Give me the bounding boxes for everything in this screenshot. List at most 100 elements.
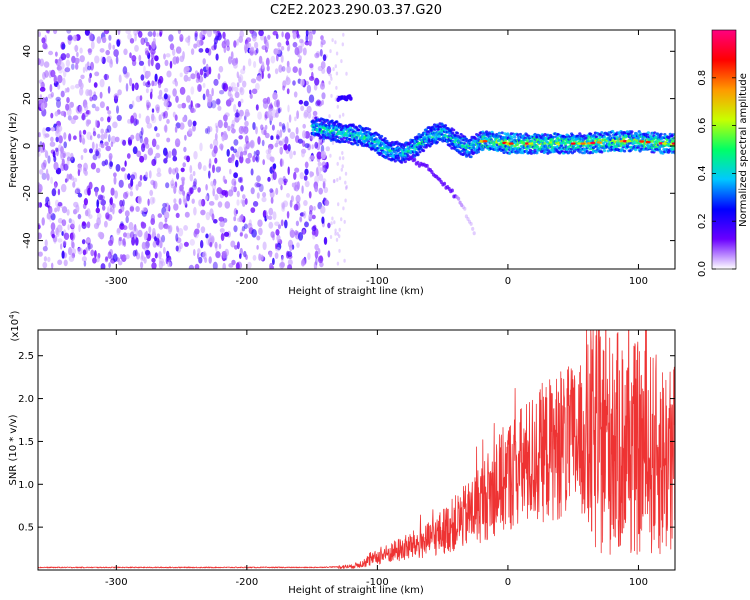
heatmap-noise-cell (112, 203, 116, 209)
heatmap-noise-cell (314, 243, 319, 251)
heatmap-noise-cell (139, 131, 143, 139)
heatmap-noise-cell (215, 251, 221, 259)
heatmap-noise-cell (89, 148, 93, 154)
heatmap-noise-cell (151, 138, 157, 148)
colorbar-tick-label: 0.0 (697, 261, 708, 277)
heatmap-signal-cell (342, 136, 346, 140)
heatmap-noise-cell (228, 56, 232, 65)
heatmap-noise-cell (64, 67, 71, 73)
heatmap-noise-cell (43, 61, 50, 68)
y-tick-label: 20 (22, 92, 33, 105)
heatmap-noise-cell (97, 194, 104, 201)
heatmap-noise-cell (115, 55, 119, 65)
heatmap-noise-cell (140, 37, 146, 45)
heatmap-noise-cell (52, 151, 56, 158)
heatmap-noise-cell (262, 159, 266, 166)
heatmap-noise-cell (45, 96, 48, 103)
heatmap-noise-cell (159, 240, 163, 249)
heatmap-noise-cell (184, 199, 187, 205)
heatmap-noise-cell (74, 83, 80, 89)
heatmap-noise-cell (134, 82, 139, 91)
heatmap-noise-cell (210, 100, 217, 109)
heatmap-noise-cell (244, 120, 249, 127)
heatmap-noise-cell (292, 31, 297, 40)
heatmap-signal-cell (402, 157, 406, 161)
heatmap-noise-cell (199, 68, 204, 76)
heatmap-signal-cell (618, 133, 622, 137)
heatmap-signal-cell (469, 155, 473, 159)
heatmap-noise-cell (257, 136, 261, 145)
heatmap-noise-cell (281, 205, 286, 212)
heatmap-noise-cell (40, 81, 45, 89)
heatmap-noise-cell (163, 211, 170, 220)
heatmap-noise-cell (150, 57, 154, 67)
heatmap-noise-cell (154, 236, 157, 242)
spectrogram-signal-cells (310, 94, 675, 236)
heatmap-noise-cell (165, 53, 171, 58)
heatmap-noise-cell (149, 189, 154, 196)
heatmap-noise-cell (42, 261, 48, 269)
heatmap-noise-cell (301, 150, 305, 158)
heatmap-noise-cell (258, 183, 264, 193)
snr-y-label: SNR (10 * v/v) (8, 414, 19, 485)
heatmap-noise-cell (241, 125, 247, 133)
heatmap-noise-cell (250, 78, 257, 84)
heatmap-noise-cell (150, 218, 155, 225)
heatmap-noise-cell (313, 206, 316, 211)
heatmap-noise-cell (302, 229, 306, 235)
heatmap-noise-cell (270, 55, 276, 64)
heatmap-noise-cell (231, 128, 236, 134)
heatmap-noise-cell (63, 232, 70, 240)
heatmap-noise-cell (180, 176, 186, 182)
heatmap-noise-cell (117, 30, 121, 36)
heatmap-noise-cell (127, 33, 132, 40)
heatmap-noise-cell (249, 89, 252, 95)
heatmap-signal-cell (506, 132, 510, 136)
heatmap-noise-cell (130, 134, 135, 140)
heatmap-noise-cell (200, 240, 204, 249)
heatmap-signal-cell (460, 203, 464, 208)
heatmap-noise-cell (42, 42, 48, 50)
heatmap-noise-cell (40, 146, 43, 154)
heatmap-noise-cell (214, 157, 218, 164)
heatmap-noise-cell (214, 133, 218, 141)
heatmap-noise-cell (223, 231, 230, 237)
heatmap-noise-cell (235, 262, 240, 269)
heatmap-noise-cell (214, 194, 219, 201)
heatmap-noise-cell (295, 194, 301, 203)
heatmap-noise-cell (193, 150, 198, 160)
heatmap-noise-cell (155, 144, 160, 150)
heatmap-noise-cell (254, 41, 259, 49)
heatmap-noise-cell (205, 233, 209, 239)
heatmap-noise-cell (62, 69, 67, 78)
colorbar-tick-label: 0.6 (697, 118, 708, 134)
heatmap-noise-cell (212, 164, 215, 174)
heatmap-signal-cell (530, 139, 534, 143)
heatmap-noise-cell (236, 241, 240, 250)
heatmap-noise-cell (338, 227, 341, 232)
heatmap-noise-cell (249, 46, 255, 52)
heatmap-noise-cell (207, 93, 213, 103)
heatmap-signal-cell (641, 137, 645, 141)
heatmap-noise-cell (113, 176, 117, 185)
heatmap-noise-cell (182, 116, 186, 123)
heatmap-noise-cell (90, 249, 95, 257)
heatmap-noise-cell (94, 55, 100, 64)
heatmap-signal-cell (608, 134, 612, 138)
heatmap-noise-cell (322, 181, 326, 189)
heatmap-noise-cell (158, 221, 164, 230)
heatmap-noise-cell (251, 88, 258, 95)
heatmap-noise-cell (294, 116, 297, 122)
heatmap-noise-cell (322, 54, 327, 62)
heatmap-noise-cell (198, 199, 203, 207)
heatmap-signal-cell (471, 226, 475, 231)
heatmap-signal-cell (481, 148, 485, 151)
heatmap-noise-cell (190, 86, 195, 95)
heatmap-noise-cell (210, 181, 214, 187)
heatmap-noise-cell (215, 125, 219, 134)
heatmap-noise-cell (183, 146, 187, 153)
heatmap-noise-cell (84, 209, 89, 217)
heatmap-noise-cell (145, 171, 149, 178)
heatmap-noise-cell (75, 63, 79, 70)
heatmap-noise-cell (94, 250, 97, 259)
